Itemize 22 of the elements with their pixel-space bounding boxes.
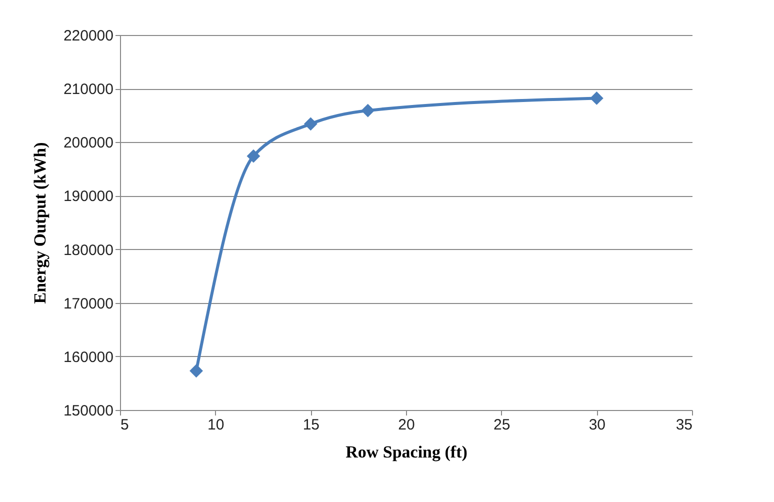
y-tick-label: 210000	[63, 81, 114, 98]
x-tick-label: 10	[207, 416, 224, 434]
x-tick-label: 35	[676, 416, 692, 434]
point	[190, 364, 203, 378]
x-axis-title: Row Spacing (ft)	[346, 442, 468, 462]
y-tick-label: 170000	[63, 295, 114, 312]
y-tick-label: 220000	[63, 28, 114, 44]
y-tick-label: 150000	[63, 402, 114, 420]
point	[590, 92, 604, 105]
x-tick-label: 15	[302, 416, 320, 434]
point	[304, 117, 318, 131]
x-tick-label: 20	[398, 416, 415, 434]
y-tick-label: 190000	[63, 188, 114, 206]
point	[361, 104, 375, 118]
x-tick-label: 5	[120, 416, 129, 434]
x-tick-label: 25	[493, 416, 510, 434]
y-tick-label: 200000	[63, 134, 114, 152]
x-tick-label: 30	[588, 416, 606, 434]
y-axis-title: Energy Output (kWh)	[30, 142, 50, 304]
y-tick-label: 160000	[63, 348, 114, 366]
y-tick-label: 180000	[63, 242, 114, 259]
point	[246, 149, 260, 163]
